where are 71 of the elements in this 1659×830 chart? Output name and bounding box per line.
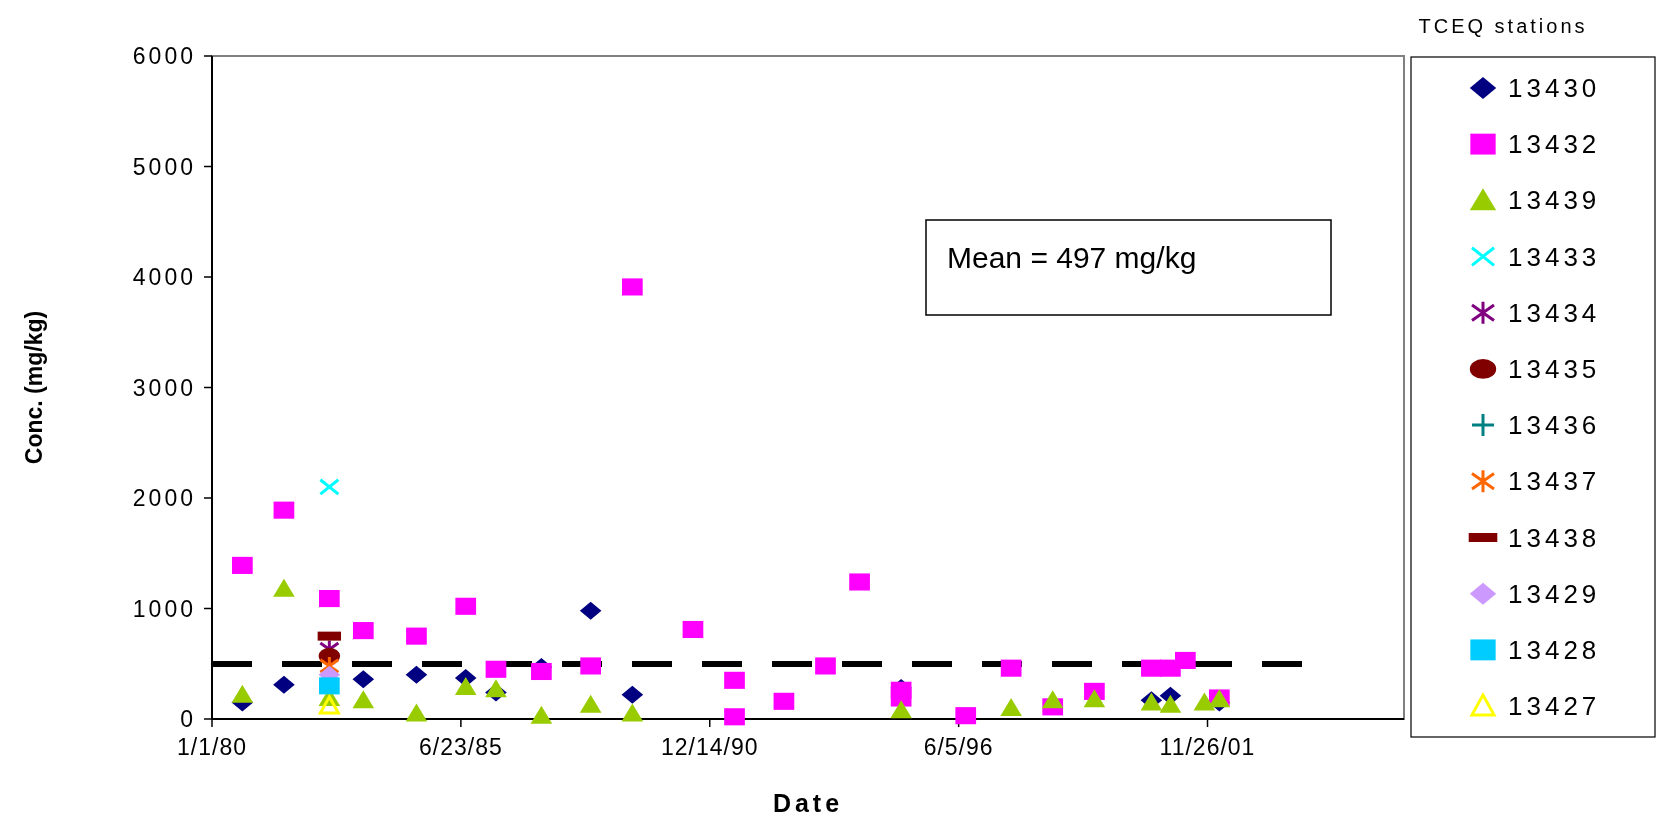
point bbox=[849, 573, 870, 591]
legend-label: 13438 bbox=[1508, 522, 1601, 553]
legend-label: 13435 bbox=[1508, 354, 1601, 384]
annotation: Mean = 497 mg/kg bbox=[947, 241, 1197, 274]
y-tick-label: 4000 bbox=[132, 264, 196, 291]
legend-label: 13434 bbox=[1508, 297, 1601, 328]
legend-label: 13428 bbox=[1508, 634, 1601, 665]
y-tick-label: 6000 bbox=[132, 43, 196, 70]
point bbox=[579, 694, 602, 713]
point bbox=[621, 703, 644, 722]
point bbox=[621, 685, 644, 704]
point bbox=[405, 665, 428, 684]
legend-label: 13439 bbox=[1508, 185, 1601, 216]
point bbox=[485, 660, 507, 678]
point bbox=[319, 677, 340, 695]
point bbox=[530, 705, 553, 724]
point bbox=[232, 556, 253, 574]
point bbox=[1175, 651, 1196, 669]
x-tick-label: 11/26/01 bbox=[1159, 734, 1256, 760]
point bbox=[319, 590, 340, 608]
point bbox=[352, 690, 375, 709]
legend-label: 13433 bbox=[1508, 241, 1601, 272]
y-tick-label: 1000 bbox=[132, 595, 196, 622]
point bbox=[352, 670, 375, 689]
legend-title: TCEQ stations bbox=[1418, 15, 1588, 37]
point bbox=[273, 578, 295, 597]
point bbox=[1141, 659, 1162, 677]
y-tick-label: 5000 bbox=[132, 153, 196, 180]
point bbox=[1000, 659, 1022, 677]
legend-label: 13437 bbox=[1508, 466, 1601, 497]
y-tick-label: 2000 bbox=[132, 485, 196, 512]
point bbox=[815, 657, 836, 675]
legend-label: 13432 bbox=[1508, 129, 1601, 160]
point bbox=[955, 707, 977, 725]
point bbox=[405, 703, 428, 722]
point bbox=[890, 700, 912, 719]
point bbox=[1083, 689, 1106, 708]
point bbox=[406, 627, 427, 645]
point bbox=[273, 501, 295, 519]
x-tick-label: 6/5/96 bbox=[923, 734, 994, 760]
point bbox=[1159, 694, 1182, 713]
legend-label: 13427 bbox=[1508, 691, 1601, 722]
point bbox=[579, 601, 602, 620]
point bbox=[352, 622, 374, 640]
point bbox=[890, 689, 912, 707]
y-tick-label: 3000 bbox=[132, 374, 196, 401]
y-axis-title: Conc. (mg/kg) bbox=[21, 310, 47, 465]
point bbox=[622, 278, 643, 296]
point bbox=[580, 657, 602, 675]
legend-label: 13430 bbox=[1508, 73, 1601, 104]
legend-label: 13436 bbox=[1508, 410, 1601, 441]
point bbox=[724, 671, 745, 689]
point bbox=[318, 478, 340, 496]
point bbox=[682, 620, 704, 639]
point bbox=[455, 597, 477, 615]
point bbox=[273, 675, 295, 694]
point bbox=[318, 695, 340, 715]
point bbox=[1000, 698, 1022, 717]
point bbox=[724, 708, 745, 726]
x-tick-label: 12/14/90 bbox=[660, 734, 759, 760]
point bbox=[1041, 690, 1064, 709]
point bbox=[773, 692, 795, 710]
point bbox=[531, 662, 552, 681]
x-axis-title: Date bbox=[772, 789, 844, 817]
point bbox=[454, 677, 477, 696]
y-tick-label: 0 bbox=[180, 706, 196, 733]
legend-label: 13429 bbox=[1508, 578, 1601, 609]
x-tick-label: 6/23/85 bbox=[419, 734, 503, 760]
x-tick-label: 1/1/80 bbox=[177, 734, 247, 760]
point bbox=[485, 679, 507, 698]
point bbox=[231, 684, 254, 703]
